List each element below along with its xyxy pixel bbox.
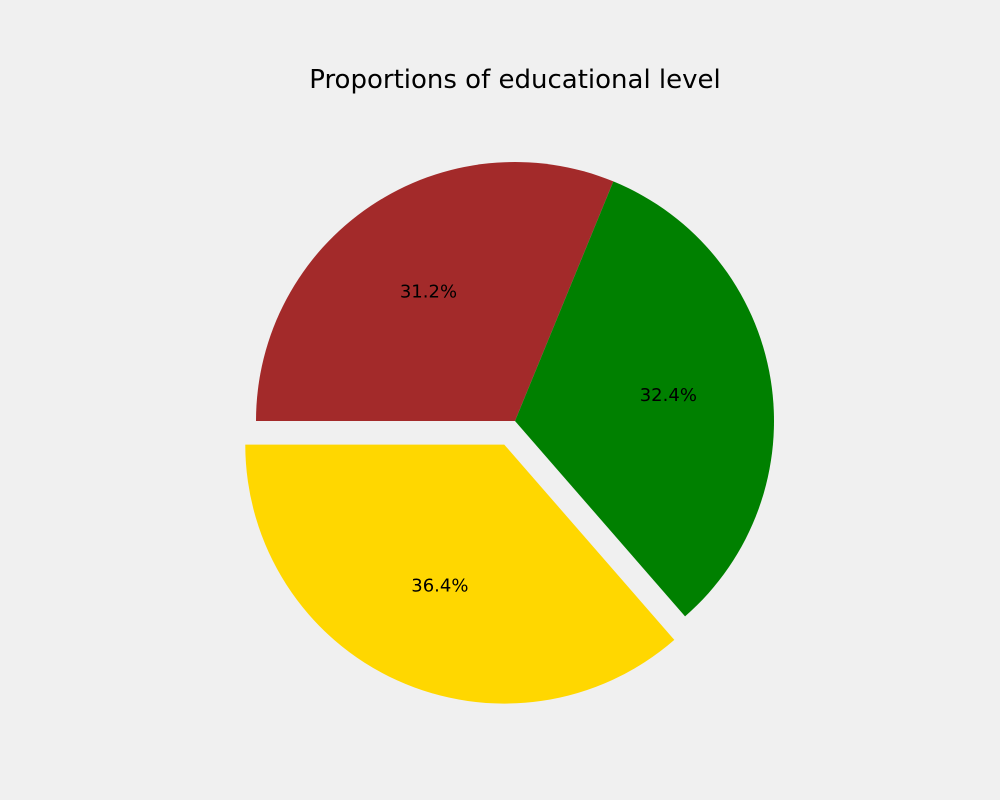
- pie-slice-label-1: 32.4%: [640, 385, 697, 406]
- pie-slice-label-0: 31.2%: [400, 281, 457, 302]
- pie-slice-1: [515, 181, 774, 617]
- pie-labels: 31.2% 32.4% 36.4%: [400, 281, 697, 596]
- pie-slice-2: [245, 444, 675, 704]
- pie-slice-label-2: 36.4%: [411, 576, 468, 597]
- pie-slice-0: [256, 161, 614, 421]
- chart-title: Proportions of educational level: [309, 65, 721, 95]
- pie-slices: [245, 161, 774, 704]
